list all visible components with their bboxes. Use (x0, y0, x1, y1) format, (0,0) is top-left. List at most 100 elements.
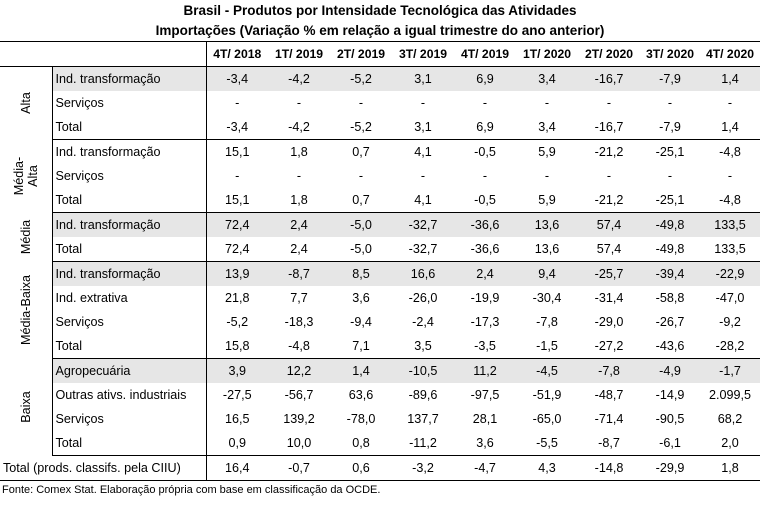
value-cell: -32,7 (392, 237, 454, 262)
value-cell: -4,8 (700, 188, 760, 213)
value-cell: -5,2 (330, 115, 392, 140)
value-cell: -25,1 (640, 188, 700, 213)
value-cell: 4,1 (392, 188, 454, 213)
value-cell: 2,4 (268, 212, 330, 237)
value-cell: -19,9 (470, 291, 500, 305)
value-cell: 13,6 (516, 237, 578, 262)
value-cell: - (235, 96, 240, 110)
row-label: Total (52, 431, 207, 456)
value-cell: - (482, 96, 488, 110)
row-label: Serviços (52, 310, 207, 334)
value-cell: 3,5 (392, 334, 454, 359)
value-cell: 13,6 (516, 212, 578, 237)
value-cell: -36,6 (454, 237, 516, 262)
value-cell: 16,6 (392, 261, 454, 286)
value-cell: - (544, 96, 550, 110)
value-cell: -8,7 (268, 261, 330, 286)
value-cell: -10,5 (392, 358, 454, 383)
value-cell: 1,8 (290, 145, 308, 159)
row-label: Serviços (52, 91, 207, 115)
value-cell: -97,5 (470, 388, 500, 402)
value-cell: -7,9 (640, 66, 700, 91)
value-cell: -5,2 (330, 66, 392, 91)
grand-total-value: 16,4 (206, 455, 268, 481)
value-cell: -3,4 (206, 115, 268, 140)
value-cell: -16,7 (578, 115, 640, 140)
value-cell: 63,6 (348, 388, 374, 402)
value-cell: -56,7 (284, 388, 314, 402)
value-cell: -32,7 (392, 212, 454, 237)
value-cell: -7,9 (640, 115, 700, 140)
value-cell: -49,8 (640, 237, 700, 262)
column-header: 2T/ 2019 (330, 41, 392, 67)
value-cell: -26,7 (655, 315, 685, 329)
value-cell: 13,9 (206, 261, 268, 286)
value-cell: - (606, 96, 612, 110)
row-label: Serviços (52, 164, 207, 188)
value-cell: -2,4 (412, 315, 434, 329)
value-cell: -17,3 (470, 315, 500, 329)
value-cell: -0,5 (474, 145, 496, 159)
group-label-cell: Média-Baixa (0, 261, 53, 359)
table-body: Alta Ind. transformação -3,4 -4,2 -5,2 3,1 6,9… (0, 66, 760, 481)
header-row: 4T/ 2018 1T/ 2019 2T/ 2019 3T/ 2019 4T/ 2019… (0, 41, 760, 67)
value-cell: 7,1 (330, 334, 392, 359)
value-cell: -0,5 (454, 188, 516, 213)
value-cell: 10,0 (268, 431, 330, 456)
value-cell: 133,5 (700, 237, 760, 262)
value-cell: 72,4 (206, 212, 268, 237)
row-label: Total (52, 334, 207, 359)
value-cell: - (727, 96, 733, 110)
value-cell: 1,4 (330, 358, 392, 383)
value-cell: 1,4 (700, 66, 760, 91)
value-cell: 11,2 (454, 358, 516, 383)
value-cell: 2,0 (700, 431, 760, 456)
table-title-line-2: Importações (Variação % em relação a igu… (155, 23, 605, 38)
value-cell: 5,9 (516, 188, 578, 213)
table-row: Total 15,1 1,8 0,7 4,1 -0,5 5,9 -21,2 -25,1 -4,8 (0, 188, 760, 213)
row-label: Ind. transformação (52, 261, 207, 286)
value-cell: -78,0 (346, 412, 376, 426)
column-header: 4T/ 2020 (700, 41, 760, 67)
value-cell: - (727, 169, 733, 183)
value-cell: -5,0 (330, 212, 392, 237)
group-label-line: Alta (25, 165, 40, 187)
value-cell: -26,0 (408, 291, 438, 305)
value-cell: 2.099,5 (708, 388, 752, 402)
group-label-line: Média (18, 219, 33, 255)
group-label: Média-Baixa (19, 275, 33, 345)
value-cell: - (420, 96, 426, 110)
value-cell: - (235, 169, 240, 183)
value-cell: 3,6 (454, 431, 516, 456)
value-cell: -1,5 (516, 334, 578, 359)
value-cell: 0,8 (330, 431, 392, 456)
value-cell: -4,8 (719, 145, 741, 159)
value-cell: 3,1 (392, 66, 454, 91)
value-cell: 4,1 (414, 145, 432, 159)
group-label-line: Baixa (18, 391, 33, 423)
value-cell: 15,1 (224, 145, 250, 159)
value-cell: -14,9 (655, 388, 685, 402)
value-cell: - (358, 96, 364, 110)
table-row: Total 72,4 2,4 -5,0 -32,7 -36,6 13,6 57,4 -49,8 1… (0, 237, 760, 262)
value-cell: 3,4 (516, 115, 578, 140)
header-group-cell (0, 41, 52, 67)
value-cell: -27,2 (578, 334, 640, 359)
value-cell: -3,4 (206, 66, 268, 91)
value-cell: -6,1 (640, 431, 700, 456)
value-cell: -4,8 (268, 334, 330, 359)
table-row: Outras ativs. industriais -27,5 -56,7 63,6 -… (0, 383, 760, 407)
value-cell: -9,2 (719, 315, 741, 329)
table-row: Média Ind. transformação 72,4 2,4 -5,0 -32,7-… (0, 212, 760, 262)
value-cell: 12,2 (268, 358, 330, 383)
group-label: Alta (19, 92, 33, 114)
value-cell: -89,6 (408, 388, 438, 402)
value-cell: -39,4 (640, 261, 700, 286)
column-header: 4T/ 2019 (454, 41, 516, 67)
value-cell: -49,8 (640, 212, 700, 237)
value-cell: -4,5 (516, 358, 578, 383)
column-header: 2T/ 2020 (578, 41, 640, 67)
row-label: Total (52, 115, 207, 140)
group-label-cell: Baixa (0, 358, 53, 456)
value-cell: -3,5 (454, 334, 516, 359)
